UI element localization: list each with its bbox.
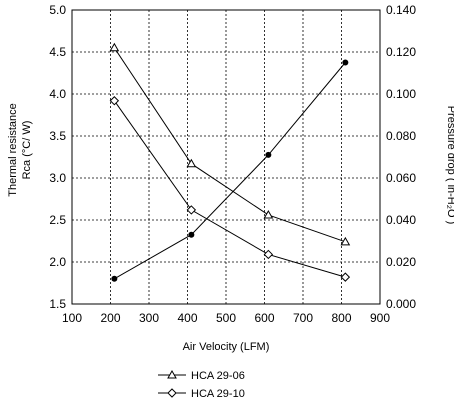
right-tick-label: 0.000: [386, 297, 416, 311]
triangle-marker: [263, 209, 274, 219]
circle-marker: [342, 59, 349, 66]
series-line-3: [114, 62, 346, 280]
x-tick-label: 700: [293, 311, 313, 325]
x-tick-label: 900: [370, 311, 390, 325]
x-tick-label: 500: [216, 311, 236, 325]
x-tick-label: 800: [331, 311, 351, 325]
legend-label-hca-29-06: HCA 29-06: [191, 370, 245, 382]
right-tick-label: 0.040: [386, 213, 416, 227]
right-tick-label: 0.100: [386, 87, 416, 101]
left-tick-label: 1.5: [49, 297, 66, 311]
left-tick-label: 2.5: [49, 213, 66, 227]
right-axis-label: Pressure drop ( in-H₂O ): [445, 106, 454, 225]
legend-label-hca-29-10: HCA 29-10: [191, 388, 245, 400]
circle-marker: [111, 275, 118, 282]
left-axis-ticks: 1.5 2.0 2.5 3.0 3.5 4.0 4.5 5.0: [49, 3, 66, 311]
triangle-marker: [186, 158, 197, 168]
circle-marker: [188, 231, 195, 238]
diamond-marker: [109, 96, 120, 106]
right-tick-label: 0.020: [386, 255, 416, 269]
x-axis-ticks: 100 200 300 400 500 600 700 800 900: [62, 311, 390, 325]
left-axis-label-line1: Thermal resistance: [7, 103, 19, 197]
series-line-2: [113, 100, 346, 278]
right-tick-label: 0.120: [386, 45, 416, 59]
diamond-marker-icon: [167, 388, 177, 398]
series-group: [109, 42, 351, 282]
right-tick-label: 0.080: [386, 129, 416, 143]
series-line-1: [113, 47, 346, 243]
left-axis-label-line2: Rca (°C/ W): [21, 121, 33, 180]
diamond-marker: [263, 249, 274, 260]
legend: HCA 29-06 HCA 29-10: [158, 369, 245, 400]
left-tick-label: 2.0: [49, 255, 66, 269]
x-tick-label: 100: [62, 311, 82, 325]
left-tick-label: 3.5: [49, 129, 66, 143]
left-tick-label: 5.0: [49, 3, 66, 17]
right-tick-label: 0.060: [386, 171, 416, 185]
grid-lines: [72, 10, 380, 304]
diamond-marker: [340, 272, 351, 282]
x-tick-label: 300: [139, 311, 159, 325]
legend-entry-hca-29-10: HCA 29-10: [158, 388, 245, 400]
x-tick-label: 200: [100, 311, 120, 325]
right-axis-ticks: 0.000 0.020 0.040 0.060 0.080 0.100 0.120 0.140: [386, 3, 416, 311]
left-tick-label: 4.5: [49, 45, 66, 59]
left-tick-label: 4.0: [49, 87, 66, 101]
triangle-marker: [340, 236, 351, 246]
circle-marker: [265, 151, 272, 158]
diamond-marker: [186, 205, 197, 215]
triangle-marker-icon: [167, 369, 177, 379]
x-tick-label: 400: [177, 311, 197, 325]
triangle-marker: [109, 42, 120, 52]
x-tick-label: 600: [254, 311, 274, 325]
right-tick-label: 0.140: [386, 3, 416, 17]
left-tick-label: 3.0: [49, 171, 66, 185]
x-axis-label: Air Velocity (LFM): [183, 341, 270, 353]
legend-entry-hca-29-06: HCA 29-06: [158, 369, 245, 382]
